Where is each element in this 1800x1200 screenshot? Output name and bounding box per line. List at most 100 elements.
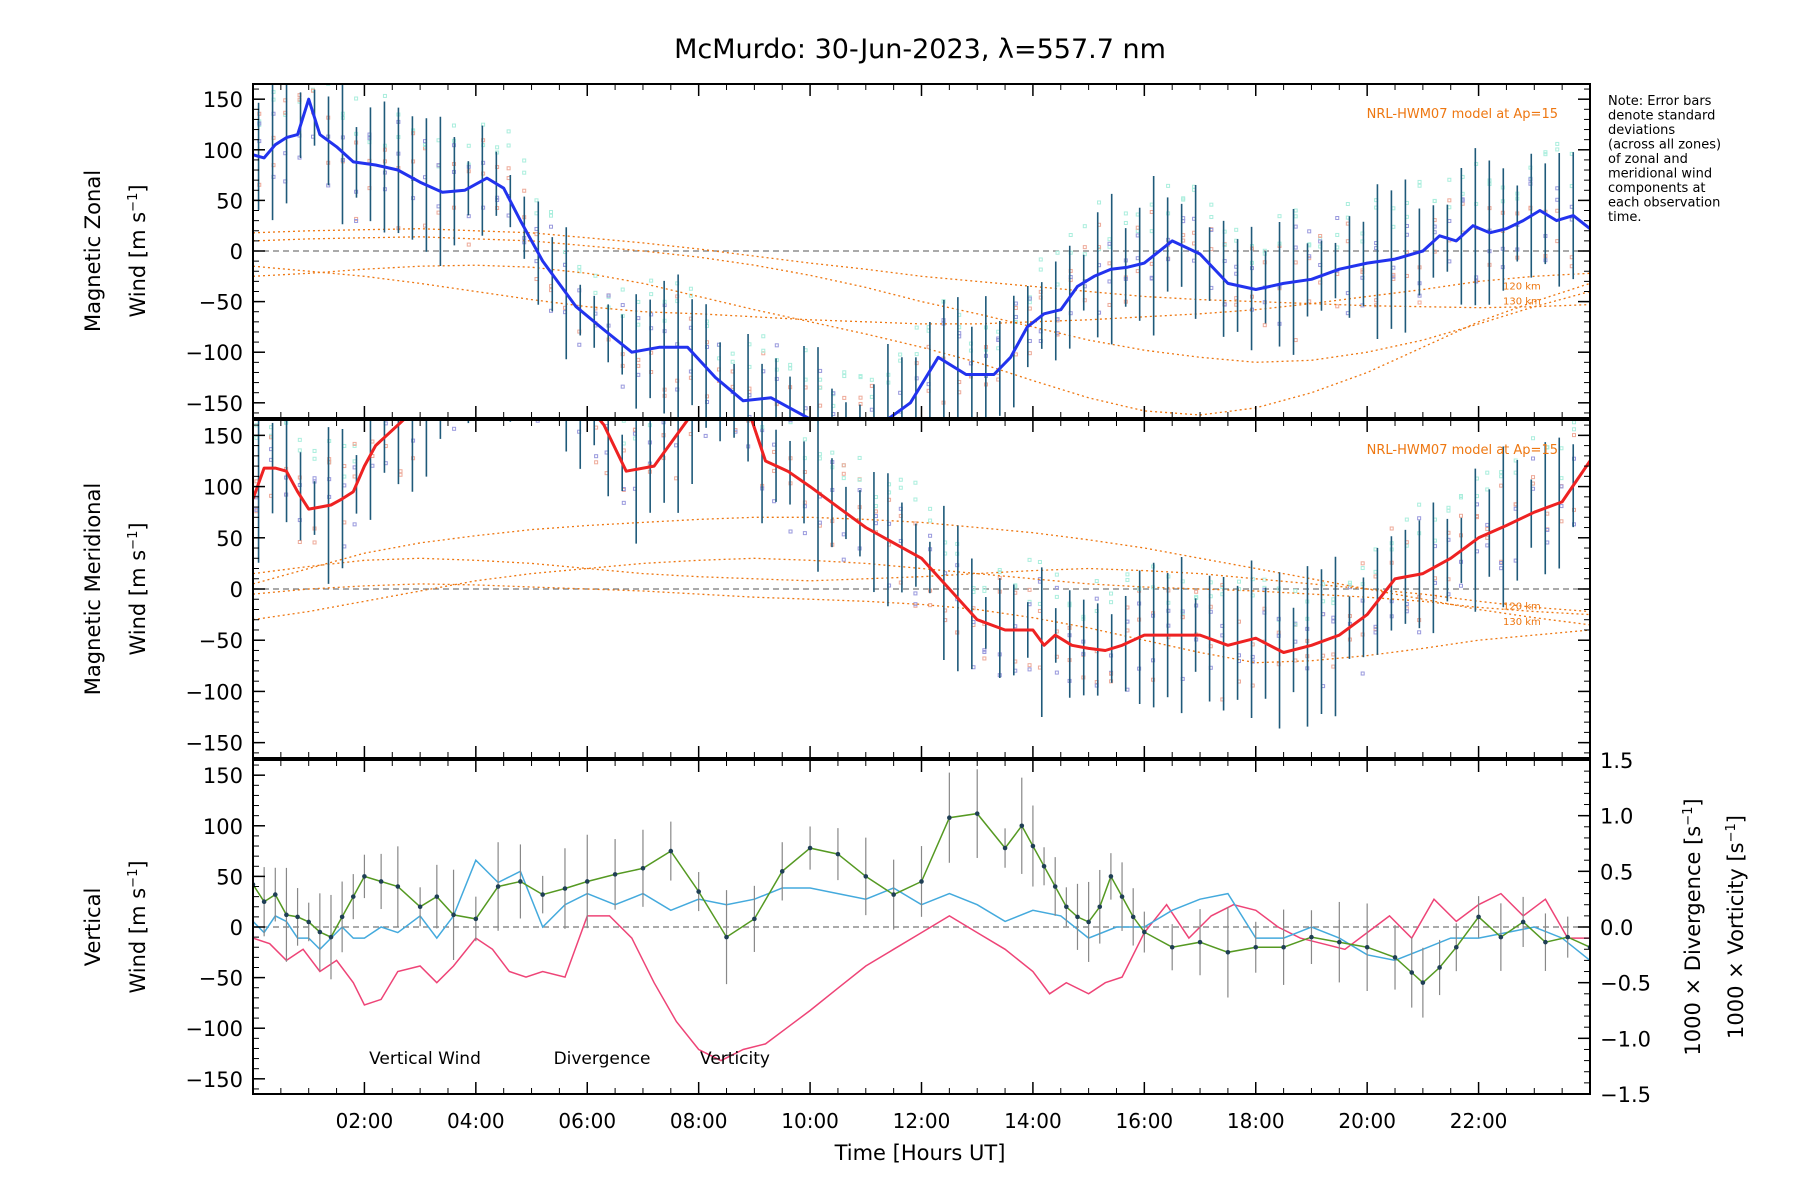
scatter-point xyxy=(1068,233,1073,238)
scatter-point xyxy=(1097,200,1102,205)
scatter-point xyxy=(482,374,485,377)
scatter-point xyxy=(1447,218,1452,223)
scatter-point xyxy=(688,286,693,291)
vertical-wind-point xyxy=(1454,944,1459,950)
scatter-point xyxy=(620,384,625,389)
scatter-point xyxy=(1571,427,1576,432)
scatter-point xyxy=(522,170,527,175)
scatter-point xyxy=(595,354,598,357)
scatter-point xyxy=(997,568,1002,573)
scatter-point xyxy=(1499,483,1504,488)
scatter-point xyxy=(1107,261,1112,266)
scatter-point xyxy=(899,442,902,445)
scatter-point xyxy=(467,346,470,349)
scatter-point xyxy=(482,340,485,343)
scatter-point xyxy=(1293,214,1298,219)
scatter-point xyxy=(523,325,526,328)
x-tick-label: 22:00 xyxy=(1450,1109,1508,1133)
scatter-point xyxy=(857,455,862,460)
scatter-point xyxy=(1123,211,1128,216)
scatter-point xyxy=(451,123,456,128)
scatter-point xyxy=(636,372,641,377)
vertical-wind-point xyxy=(1169,944,1175,950)
scatter-point xyxy=(522,158,527,163)
scatter-point xyxy=(371,409,374,412)
scatter-point xyxy=(870,465,873,468)
scatter-point xyxy=(914,352,919,357)
scatter-point xyxy=(482,361,485,364)
scatter-point xyxy=(593,273,598,278)
scatter-point xyxy=(507,306,510,309)
model-curve-4 xyxy=(253,265,1590,325)
scatter-point xyxy=(312,540,317,545)
scatter-point xyxy=(720,324,723,327)
scatter-point xyxy=(620,287,625,292)
scatter-point xyxy=(869,407,874,412)
vertical-wind-point xyxy=(518,879,523,884)
scatter-point xyxy=(1391,206,1396,211)
scatter-point xyxy=(412,409,415,412)
scatter-point xyxy=(466,242,471,247)
scatter-point xyxy=(649,278,654,283)
scatter-point xyxy=(371,395,374,398)
scatter-point xyxy=(311,80,314,83)
scatter-point xyxy=(453,381,456,384)
scatter-point xyxy=(1293,224,1298,229)
scatter-point xyxy=(1038,257,1043,262)
scatter-point xyxy=(1054,572,1059,577)
scatter-point xyxy=(427,365,430,368)
vertical-wind-point xyxy=(779,869,785,874)
vertical-wind-point xyxy=(1337,939,1342,945)
scatter-point xyxy=(1082,252,1087,257)
km-label-130-km: 130 km xyxy=(1503,297,1541,308)
vertical-wind-point xyxy=(1041,863,1047,869)
scatter-point xyxy=(830,450,835,455)
scatter-point xyxy=(873,495,878,500)
x-tick-label: 02:00 xyxy=(336,1109,394,1133)
scatter-point xyxy=(982,650,987,655)
unit-bracket: ] xyxy=(126,184,150,192)
scatter-point xyxy=(720,303,723,306)
scatter-point xyxy=(467,389,470,392)
scatter-point xyxy=(1135,269,1140,274)
scatter-point xyxy=(1417,183,1422,188)
scatter-point xyxy=(1360,671,1365,676)
scatter-point xyxy=(577,342,582,347)
scatter-point xyxy=(1432,198,1437,203)
scatter-point xyxy=(1531,436,1536,441)
scatter-point xyxy=(1543,150,1548,155)
scatter-point xyxy=(605,391,608,394)
scatter-point xyxy=(382,93,387,98)
scatter-point xyxy=(817,520,822,525)
scatter-point xyxy=(842,395,847,400)
scatter-point xyxy=(1038,267,1043,272)
scatter-point xyxy=(1559,446,1564,451)
scatter-point xyxy=(284,76,287,79)
vertical-wind-point xyxy=(339,914,345,920)
panel-zonal-plot xyxy=(253,69,1590,468)
vertical-wind-point xyxy=(640,865,646,871)
scatter-point xyxy=(578,414,581,417)
scatter-point xyxy=(1417,300,1422,305)
scatter-point xyxy=(467,341,470,344)
vertical-wind-point xyxy=(1364,944,1370,950)
scatter-point xyxy=(730,359,735,364)
scatter-point xyxy=(495,372,498,375)
scatter-point xyxy=(788,366,793,371)
scatter-point xyxy=(1555,208,1560,213)
scatter-point xyxy=(1149,209,1154,214)
scatter-point xyxy=(1149,261,1154,266)
y2-tick-label: 1.0 xyxy=(1600,805,1633,829)
note-line: time. xyxy=(1608,210,1642,225)
scatter-point xyxy=(1013,315,1018,320)
scatter-point xyxy=(859,444,862,447)
scatter-point xyxy=(495,351,498,354)
scatter-point xyxy=(1559,519,1564,524)
scatter-point xyxy=(370,439,375,444)
unit-superscript: −1 xyxy=(126,531,141,550)
scatter-point xyxy=(352,474,357,479)
scatter-point xyxy=(549,210,554,215)
scatter-point xyxy=(1027,300,1032,305)
scatter-point xyxy=(298,69,301,72)
scatter-point xyxy=(1331,664,1336,669)
